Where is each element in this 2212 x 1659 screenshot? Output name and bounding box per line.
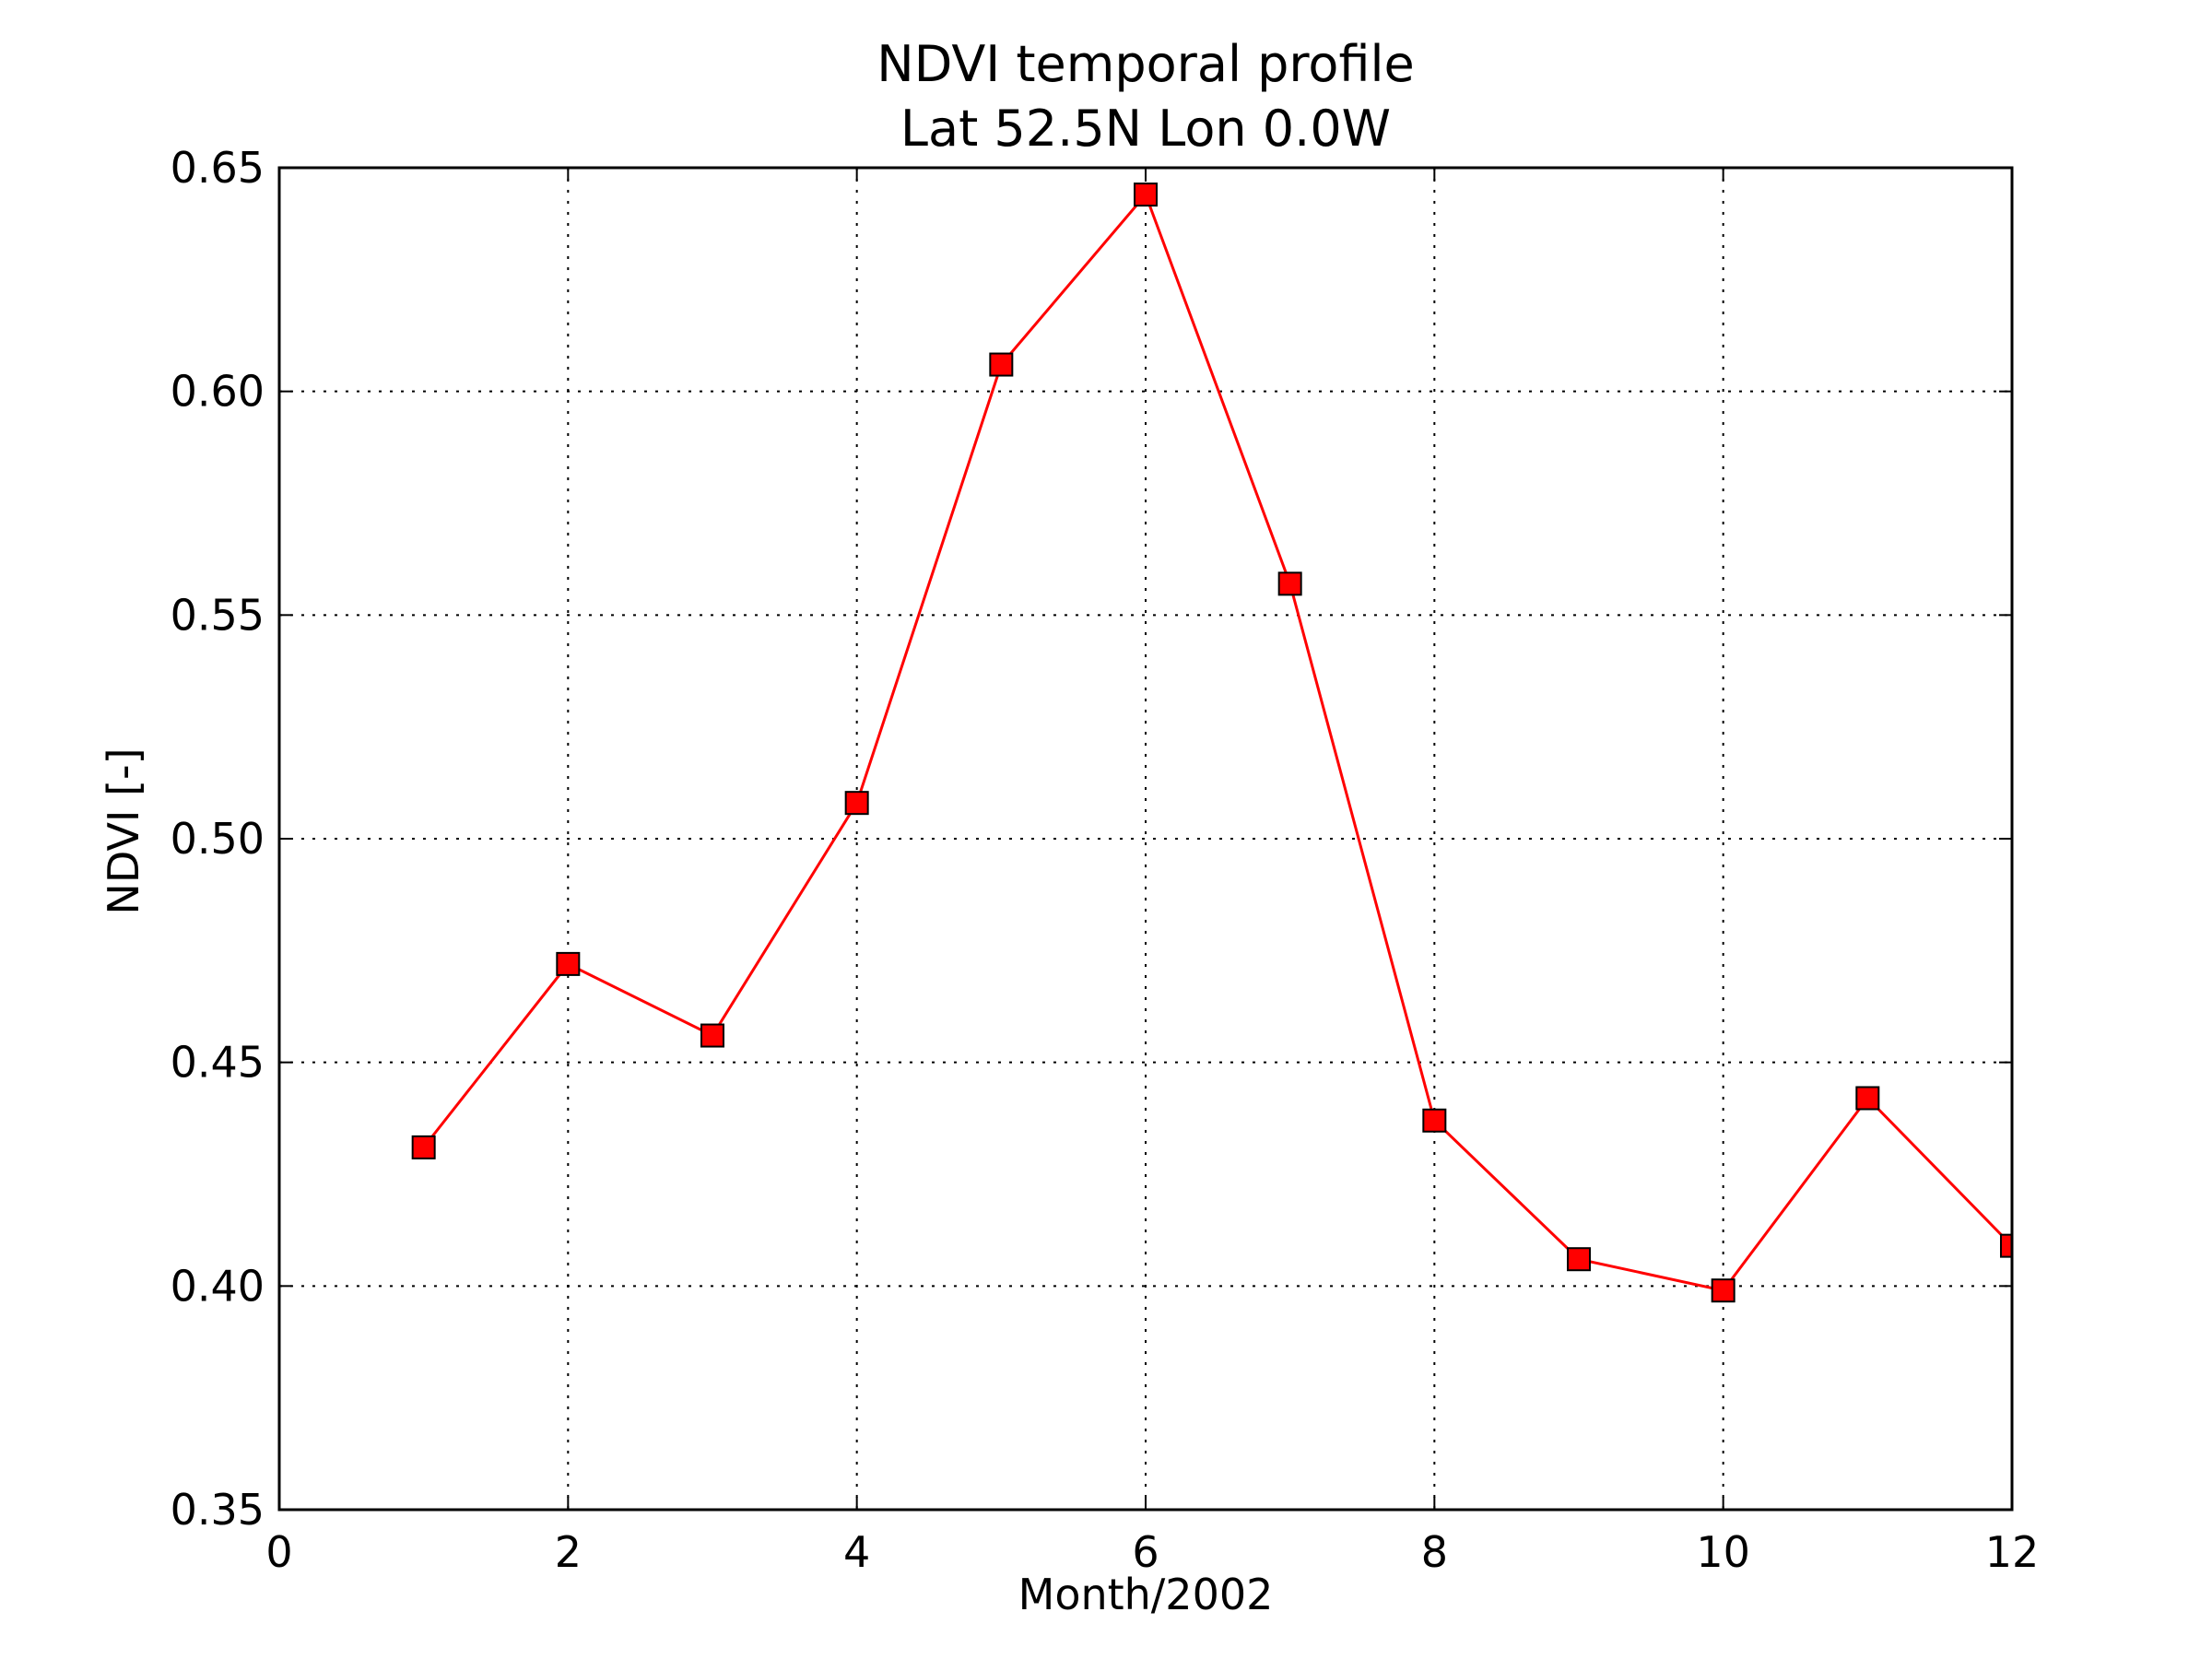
x-tick-label: 2 [555,1527,582,1577]
data-point-marker [1711,1278,1735,1303]
series-markers [411,182,2012,1303]
data-point-marker [1134,182,1158,207]
y-tick-label: 0.60 [171,367,265,417]
y-tick-label: 0.35 [171,1485,265,1535]
y-tick-label: 0.50 [171,814,265,864]
x-tick-label: 12 [1985,1527,2040,1577]
grid-lines [279,168,2012,1510]
data-point-marker [556,951,581,976]
data-point-marker [1567,1247,1591,1272]
data-point-marker [1422,1108,1447,1133]
chart-title: NDVI temporal profile [877,35,1414,93]
x-tick-label: 0 [265,1527,292,1577]
chart-subtitle: Lat 52.5N Lon 0.0W [900,100,1391,158]
y-tick-label: 0.65 [171,143,265,193]
x-tick-labels: 0 2 4 6 8 10 12 [265,1527,2039,1577]
data-point-marker [1277,571,1302,596]
data-point-marker [700,1023,724,1048]
data-point-marker [411,1135,436,1159]
x-tick-label: 8 [1421,1527,1448,1577]
data-point-marker [844,791,869,816]
y-axis-label: NDVI [-] [99,747,148,914]
x-axis-label: Month/2002 [1018,1570,1274,1619]
x-tick-label: 4 [843,1527,870,1577]
data-point-marker [1855,1086,1880,1111]
y-tick-labels: 0.35 0.40 0.45 0.50 0.55 0.60 0.65 [171,143,265,1535]
series-line [422,192,2012,1292]
y-tick-label: 0.40 [171,1261,265,1311]
data-point-marker [989,352,1014,377]
y-tick-label: 0.45 [171,1038,265,1088]
plot-frame [277,166,2014,1512]
x-tick-label: 6 [1132,1527,1159,1577]
x-tick-label: 10 [1696,1527,1750,1577]
data-point-marker [2000,1233,2012,1258]
y-tick-label: 0.55 [171,590,265,640]
